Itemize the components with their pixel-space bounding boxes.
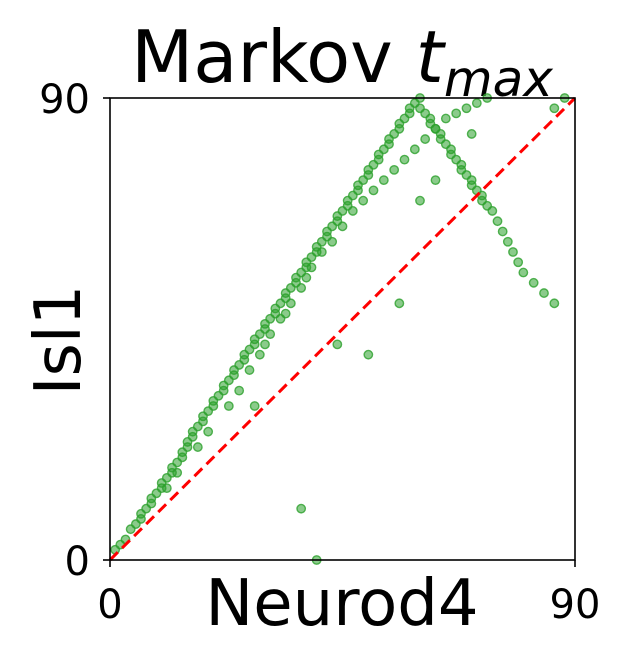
scatter-point (347, 206, 358, 216)
scatter-point (368, 185, 379, 196)
scatter-point (332, 339, 343, 350)
scatter-point (430, 175, 441, 186)
scatter-point (265, 329, 276, 340)
scatter-point (415, 195, 425, 206)
scatter-point (508, 247, 518, 257)
x-tick-label-min: 0 (97, 582, 122, 628)
scatter-point (430, 123, 441, 134)
plot-area (108, 93, 577, 565)
scatter-point (513, 257, 524, 268)
scatter-point (244, 365, 255, 375)
scatter-point (316, 247, 327, 257)
scatter-point (296, 503, 307, 514)
scatter-point (461, 103, 472, 114)
scatter-point (440, 113, 451, 124)
scatter-point (518, 267, 529, 278)
axis-ticks (103, 97, 576, 567)
y-axis-label: Isl1 (22, 285, 96, 396)
scatter-point (539, 288, 549, 298)
scatter-point (306, 262, 317, 273)
scatter-point (420, 134, 431, 144)
scatter-point (249, 401, 260, 411)
y-tick-label-min: 0 (65, 539, 90, 585)
scatter-point (234, 385, 245, 396)
scatter-point (528, 277, 539, 288)
scatter-point (161, 483, 172, 494)
chart-title: Markov tmax (131, 15, 553, 108)
scatter-point (409, 144, 420, 155)
y-tick-label-max: 90 (39, 77, 90, 123)
x-axis-label: Neurod4 (205, 567, 478, 641)
scatter-point (327, 236, 338, 247)
scatter-point (466, 129, 477, 139)
identity-reference-line (108, 96, 577, 562)
scatter-point (487, 206, 498, 216)
scatter-point (451, 108, 462, 119)
chart-title-math-base: t (416, 15, 447, 99)
scatter-point (260, 339, 270, 350)
scatter-point (549, 103, 560, 114)
scatter-point (358, 195, 369, 206)
plot-frame (109, 97, 576, 561)
chart-title-math-subscript: max (444, 50, 553, 108)
scatter-point (394, 298, 405, 309)
scatter-point (471, 98, 482, 109)
scatter-point (399, 154, 410, 165)
scatter-point (296, 283, 307, 293)
scatter-point (223, 401, 234, 411)
scatter-point (254, 349, 265, 360)
scatter-point (301, 272, 312, 283)
scatter-point (378, 175, 389, 186)
scatter-point (203, 426, 214, 437)
scatter-point (192, 442, 203, 452)
scatter-point (502, 236, 513, 247)
scatter-point (492, 216, 503, 227)
x-tick-label-max: 90 (550, 582, 601, 628)
scatter-point (363, 349, 374, 360)
scatter-point (280, 308, 291, 319)
scatter-point (172, 467, 183, 478)
scatter-point (285, 298, 296, 309)
scatter-point (497, 226, 508, 237)
chart-title-text: Markov (131, 15, 416, 99)
scatter-point (389, 164, 400, 175)
scatter-point (337, 221, 348, 232)
scatter-point (549, 298, 560, 309)
